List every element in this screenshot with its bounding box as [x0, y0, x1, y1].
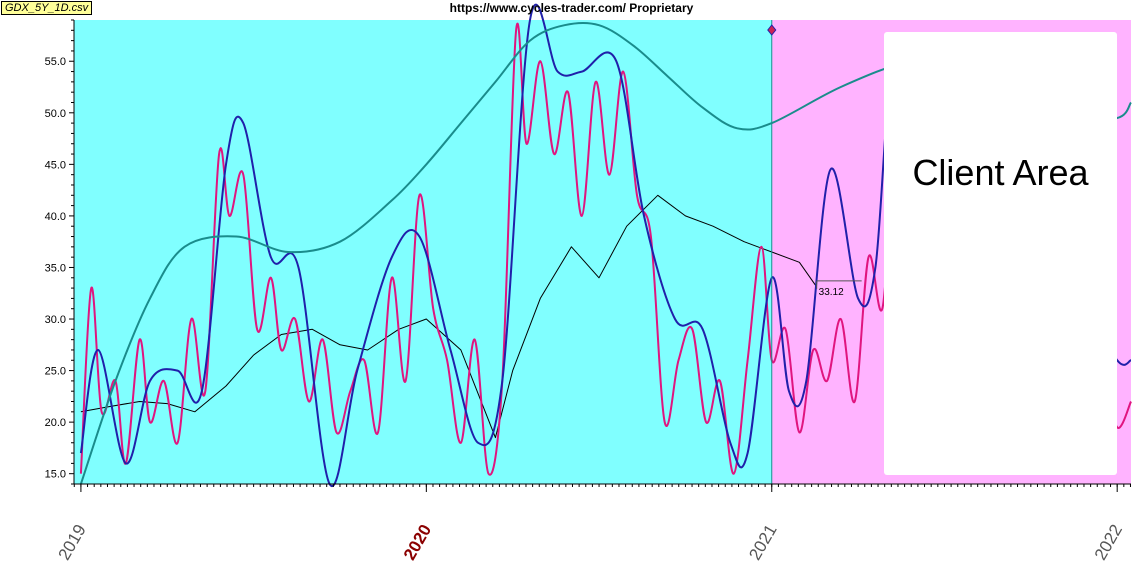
price-tag-layer: 33.12: [816, 280, 862, 298]
client-area-label: Client Area: [912, 152, 1089, 193]
y-tick-label: 20.0: [45, 417, 66, 429]
y-tick-label: 40.0: [45, 211, 66, 223]
y-tick-label: 50.0: [45, 108, 66, 120]
y-tick-label: 30.0: [45, 314, 66, 326]
x-tick-label: 2020: [400, 521, 435, 563]
y-tick-label: 45.0: [45, 159, 66, 171]
chart-header-title: https://www.cycles-trader.com/ Proprieta…: [449, 1, 694, 15]
y-tick-label: 35.0: [45, 262, 66, 274]
x-tick-label: 2021: [745, 521, 780, 563]
x-tick-label: 2022: [1091, 521, 1126, 563]
price-series: [80, 194, 818, 439]
x-tick-label: 2019: [54, 521, 89, 563]
y-tick-label: 55.0: [45, 56, 66, 68]
divider-marker-icon: [767, 24, 777, 36]
file-name-tag: GDX_5Y_1D.csv: [1, 1, 93, 15]
client-area-panel: Client Area: [884, 32, 1117, 475]
y-tick-label: 15.0: [45, 469, 66, 481]
last-price-label: 33.12: [819, 287, 844, 298]
y-tick-label: 25.0: [45, 366, 66, 378]
history-region: [74, 20, 772, 484]
